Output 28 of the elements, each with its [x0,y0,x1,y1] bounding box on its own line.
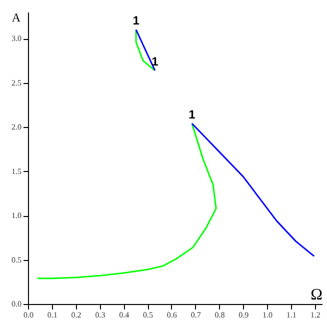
annotation: 1 [132,14,140,28]
annotation: 1 [152,54,159,68]
line-series [191,122,315,257]
x-tick-label: 0.3 [95,310,106,320]
x-tick-label: 0.8 [214,310,225,320]
annotation: 1 [188,107,196,122]
x-tick-label: 1.0 [262,310,273,320]
x-tick-label: 0.4 [119,310,130,320]
x-tick-label: 0.6 [166,310,177,320]
y-tick-label: 0.5 [12,255,22,264]
x-tick-label: 1.2 [310,310,320,320]
x-axis-title: Ω [310,286,323,304]
x-tick-label: 0.1 [47,310,58,320]
y-axis-title: A [12,10,21,24]
y-tick-label: 1.0 [12,211,22,220]
line-series [36,122,217,280]
x-tick-label: 0.0 [24,310,34,320]
y-tick-label: 0.0 [12,300,22,308]
x-tick-label: 0.2 [71,310,82,320]
y-tick-label: 1.5 [12,166,22,176]
x-tick-label: 0.5 [143,310,154,320]
x-tick-label: 1.1 [286,310,296,320]
line-series [135,28,156,72]
x-tick-label: 0.7 [190,310,201,320]
x-tick-label: 0.9 [238,310,249,320]
y-tick-label: 3.0 [12,34,22,44]
y-tick-label: 2.0 [12,122,22,132]
y-tick-label: 2.5 [12,78,22,88]
